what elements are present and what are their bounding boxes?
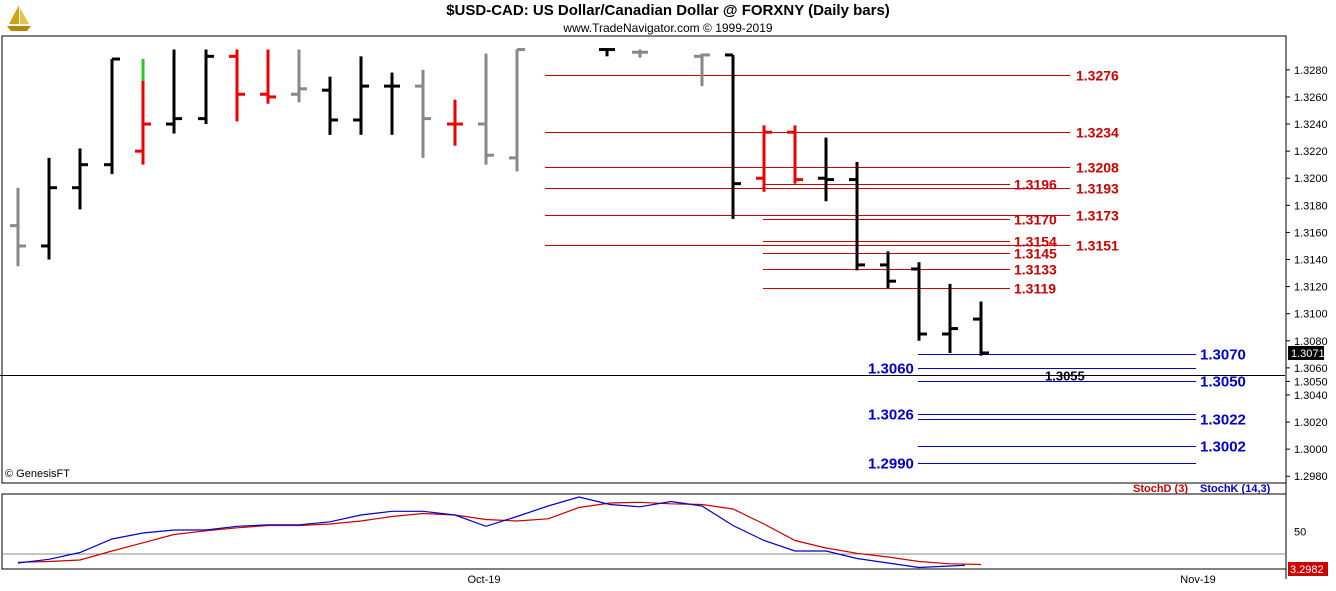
level-label: 1.3154 <box>1014 234 1057 250</box>
stoch-last-label: 3.2982 <box>1290 564 1324 576</box>
ohlc-bar <box>291 49 307 103</box>
level-label: 1.3151 <box>1076 238 1119 254</box>
ohlc-bar <box>973 301 989 356</box>
copyright-note: © GenesisFT <box>5 468 70 480</box>
level-label: 1.3002 <box>1200 439 1246 456</box>
level-label: 1.3234 <box>1076 125 1119 141</box>
ohlc-bar <box>599 48 615 57</box>
ohlc-bar <box>880 251 896 288</box>
level-label: 1.3208 <box>1076 160 1119 176</box>
ohlc-bar <box>694 53 710 87</box>
y-tick-label: 1.3200 <box>1294 173 1328 185</box>
ohlc-bar <box>756 125 772 192</box>
y-tick-label: 1.3040 <box>1294 390 1328 402</box>
y-tick-label: 1.3050 <box>1294 376 1328 388</box>
ohlc-bar <box>166 49 182 134</box>
level-label: 1.3196 <box>1014 177 1057 193</box>
level-label: 1.3119 <box>1014 281 1056 297</box>
level-label: 1.3173 <box>1076 208 1119 224</box>
stoch-last-badge <box>1288 562 1328 576</box>
level-label: 1.3070 <box>1200 347 1246 364</box>
y-tick-label: 1.3020 <box>1294 417 1328 429</box>
ohlc-bar <box>229 49 245 122</box>
ohlc-bar <box>787 125 803 184</box>
chart-title: $USD-CAD: US Dollar/Canadian Dollar @ FO… <box>446 2 890 19</box>
x-tick-label: Nov-19 <box>1180 574 1215 586</box>
ohlc-bar <box>849 161 865 271</box>
stoch-tick-label: 50 <box>1294 527 1306 539</box>
price-bars <box>10 48 989 356</box>
level-label: 1.3145 <box>1014 246 1057 262</box>
y-tick-label: 1.3000 <box>1294 444 1328 456</box>
ohlc-bar <box>509 48 525 172</box>
ohlc-bar <box>198 49 214 125</box>
y-tick-label: 1.3100 <box>1294 309 1328 321</box>
stoch-d-line <box>17 501 982 566</box>
price-panel-border <box>1 35 1287 484</box>
stochastic-panel: 50 StochD (3) StochK (14,3) 3.2982 <box>2 483 1328 576</box>
stochastic-panel-border <box>1 493 1287 570</box>
level-label: 1.3133 <box>1014 262 1057 278</box>
ohlc-bar <box>384 72 400 135</box>
level-label: 1.3050 <box>1200 374 1246 391</box>
level-label: 1.3060 <box>868 361 914 378</box>
y-tick-label: 1.3140 <box>1294 255 1328 267</box>
y-tick-label: 1.3280 <box>1294 65 1328 77</box>
ohlc-bar <box>415 69 431 158</box>
price-axis: 1.3280 1.3260 1.3240 1.3220 1.3200 1.3180 1.31… <box>1286 65 1328 483</box>
level-label: 1.3170 <box>1014 212 1057 228</box>
stoch-k-line <box>17 496 966 569</box>
ohlc-bar <box>725 53 741 219</box>
chart-subtitle: www.TradeNavigator.com © 1999-2019 <box>563 21 773 35</box>
ohlc-bar <box>632 49 648 58</box>
x-tick-label: Oct-19 <box>467 574 500 586</box>
ohlc-bar <box>353 56 369 135</box>
y-tick-label: 1.3120 <box>1294 282 1328 294</box>
y-tick-label: 1.3160 <box>1294 227 1328 239</box>
sailboat-logo-icon <box>3 2 35 34</box>
last-price-badge <box>1288 345 1324 360</box>
ohlc-bar <box>135 59 151 165</box>
time-axis: Oct-19 Nov-19 <box>467 574 1215 586</box>
level-label: 1.3022 <box>1200 412 1246 429</box>
y-tick-label: 1.3180 <box>1294 200 1328 212</box>
level-label: 1.3193 <box>1076 181 1119 197</box>
y-tick-label: 1.3260 <box>1294 92 1328 104</box>
ohlc-bar <box>10 187 26 267</box>
y-tick-label: 1.3220 <box>1294 146 1328 158</box>
last-price-label: 1.3071 <box>1291 348 1325 360</box>
y-tick-label: 1.2980 <box>1294 471 1328 483</box>
ohlc-bar <box>447 99 463 146</box>
chart-frame <box>1 35 1287 579</box>
y-tick-label: 1.3240 <box>1294 119 1328 131</box>
ohlc-bar <box>911 262 927 341</box>
ohlc-bar <box>260 49 276 104</box>
ohlc-bar <box>322 76 338 135</box>
level-label: 1.3276 <box>1076 68 1119 84</box>
ohlc-bar <box>72 148 88 210</box>
ohlc-bar <box>942 283 958 353</box>
ohlc-bar <box>104 57 120 175</box>
y-tick-label: 1.3060 <box>1294 363 1328 375</box>
level-label: 1.3055 <box>1045 369 1085 384</box>
legend-stoch-d: StochD (3) <box>1133 483 1188 495</box>
level-label: 1.3026 <box>868 407 914 424</box>
price-levels: 1.3276 1.3234 1.3208 1.3193 1.3173 1.3151 1.31… <box>0 68 1285 473</box>
ohlc-bar <box>478 53 494 165</box>
ohlc-bar <box>818 137 834 202</box>
level-label: 1.2990 <box>868 456 914 473</box>
ohlc-bar <box>41 157 57 260</box>
legend-stoch-k: StochK (14,3) <box>1200 483 1271 495</box>
y-tick-label: 1.3080 <box>1294 336 1328 348</box>
